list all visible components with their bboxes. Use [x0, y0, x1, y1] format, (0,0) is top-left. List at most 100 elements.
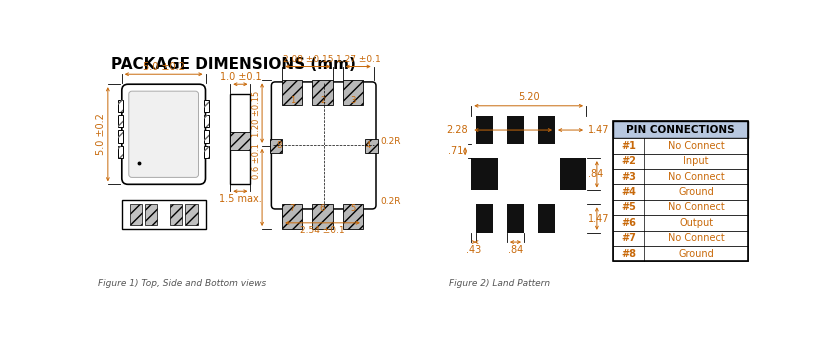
Text: Ground: Ground: [678, 187, 714, 197]
Bar: [204, 99, 210, 112]
Text: No Connect: No Connect: [668, 172, 724, 181]
Text: 1: 1: [290, 96, 295, 105]
Bar: [204, 115, 210, 127]
Bar: [118, 115, 123, 127]
Bar: [204, 99, 210, 112]
Bar: [476, 205, 493, 233]
Bar: [204, 146, 210, 158]
Text: 3: 3: [350, 96, 355, 105]
Text: .84: .84: [508, 245, 523, 255]
Text: #3: #3: [621, 172, 636, 181]
Bar: [118, 146, 123, 158]
Bar: [613, 246, 748, 261]
Bar: [613, 231, 748, 246]
Text: 5.0 ±0.2: 5.0 ±0.2: [142, 62, 184, 72]
Text: 1.27 ±0.1: 1.27 ±0.1: [336, 55, 380, 64]
Bar: [118, 131, 123, 143]
Bar: [230, 94, 251, 184]
Bar: [204, 131, 210, 143]
Bar: [204, 115, 210, 127]
Bar: [204, 146, 210, 158]
Bar: [613, 138, 748, 154]
Bar: [230, 132, 251, 150]
Bar: [118, 131, 123, 143]
Text: #5: #5: [621, 202, 636, 213]
Bar: [118, 99, 123, 112]
Bar: [343, 205, 363, 229]
Bar: [613, 184, 748, 200]
Text: 0.6 ±0.1: 0.6 ±0.1: [251, 143, 261, 179]
Text: 1.47: 1.47: [588, 125, 610, 135]
Text: 4: 4: [365, 141, 371, 150]
Bar: [560, 158, 586, 191]
Bar: [613, 200, 748, 215]
Bar: [538, 205, 555, 233]
Text: Ground: Ground: [678, 248, 714, 259]
Text: 0.2R: 0.2R: [380, 138, 401, 147]
Text: Figure 1) Top, Side and Bottom views: Figure 1) Top, Side and Bottom views: [98, 279, 266, 288]
Bar: [118, 99, 123, 112]
Text: 2.08 ±0.15: 2.08 ±0.15: [282, 55, 333, 64]
Bar: [122, 200, 205, 229]
FancyBboxPatch shape: [122, 84, 205, 184]
Bar: [613, 169, 748, 184]
Bar: [613, 121, 748, 261]
Bar: [270, 139, 282, 153]
Text: Output: Output: [679, 218, 713, 228]
FancyBboxPatch shape: [129, 91, 199, 177]
Text: Figure 2) Land Pattern: Figure 2) Land Pattern: [449, 279, 551, 288]
Bar: [282, 80, 303, 105]
Text: #6: #6: [621, 218, 636, 228]
Text: 6: 6: [320, 205, 325, 214]
Bar: [145, 203, 158, 225]
Text: PACKAGE DIMENSIONS (mm): PACKAGE DIMENSIONS (mm): [111, 57, 356, 72]
Bar: [118, 146, 123, 158]
Text: 1.0 ±0.1: 1.0 ±0.1: [220, 72, 261, 82]
Text: .84: .84: [588, 169, 603, 179]
Bar: [313, 80, 333, 105]
Text: 2: 2: [320, 96, 325, 105]
Bar: [204, 146, 210, 158]
Text: 0.2R: 0.2R: [380, 197, 401, 206]
Bar: [282, 205, 303, 229]
Text: .43: .43: [466, 245, 481, 255]
Text: #4: #4: [621, 187, 636, 197]
Bar: [204, 99, 210, 112]
Text: 5: 5: [350, 205, 355, 214]
Bar: [313, 205, 333, 229]
Text: 5.0 ±0.2: 5.0 ±0.2: [96, 113, 106, 155]
Text: No Connect: No Connect: [668, 233, 724, 243]
Bar: [185, 203, 198, 225]
Bar: [471, 158, 498, 191]
Text: #2: #2: [621, 156, 636, 166]
Bar: [118, 131, 123, 143]
Text: 1.47: 1.47: [588, 214, 610, 224]
Text: No Connect: No Connect: [668, 202, 724, 213]
Bar: [343, 80, 363, 105]
Text: .71: .71: [448, 146, 463, 156]
Bar: [118, 115, 123, 127]
Bar: [118, 99, 123, 112]
Text: 5.20: 5.20: [518, 92, 540, 102]
Bar: [365, 139, 378, 153]
Text: 1.5 max.: 1.5 max.: [219, 194, 261, 205]
Text: 2.28: 2.28: [447, 125, 468, 135]
Text: 2.54 ±0.1: 2.54 ±0.1: [300, 226, 345, 235]
Bar: [476, 116, 493, 144]
Text: #8: #8: [621, 248, 636, 259]
Bar: [613, 215, 748, 231]
Text: #7: #7: [621, 233, 636, 243]
Text: 1.20 ±0.15: 1.20 ±0.15: [251, 91, 261, 137]
Text: 7: 7: [290, 205, 295, 214]
Bar: [130, 203, 142, 225]
Text: PIN CONNECTIONS: PIN CONNECTIONS: [626, 125, 735, 135]
Text: No Connect: No Connect: [668, 141, 724, 151]
Bar: [170, 203, 182, 225]
Text: Input: Input: [683, 156, 709, 166]
Bar: [118, 115, 123, 127]
Bar: [204, 115, 210, 127]
Bar: [613, 121, 748, 138]
Text: #1: #1: [621, 141, 636, 151]
Bar: [204, 131, 210, 143]
Bar: [538, 116, 555, 144]
